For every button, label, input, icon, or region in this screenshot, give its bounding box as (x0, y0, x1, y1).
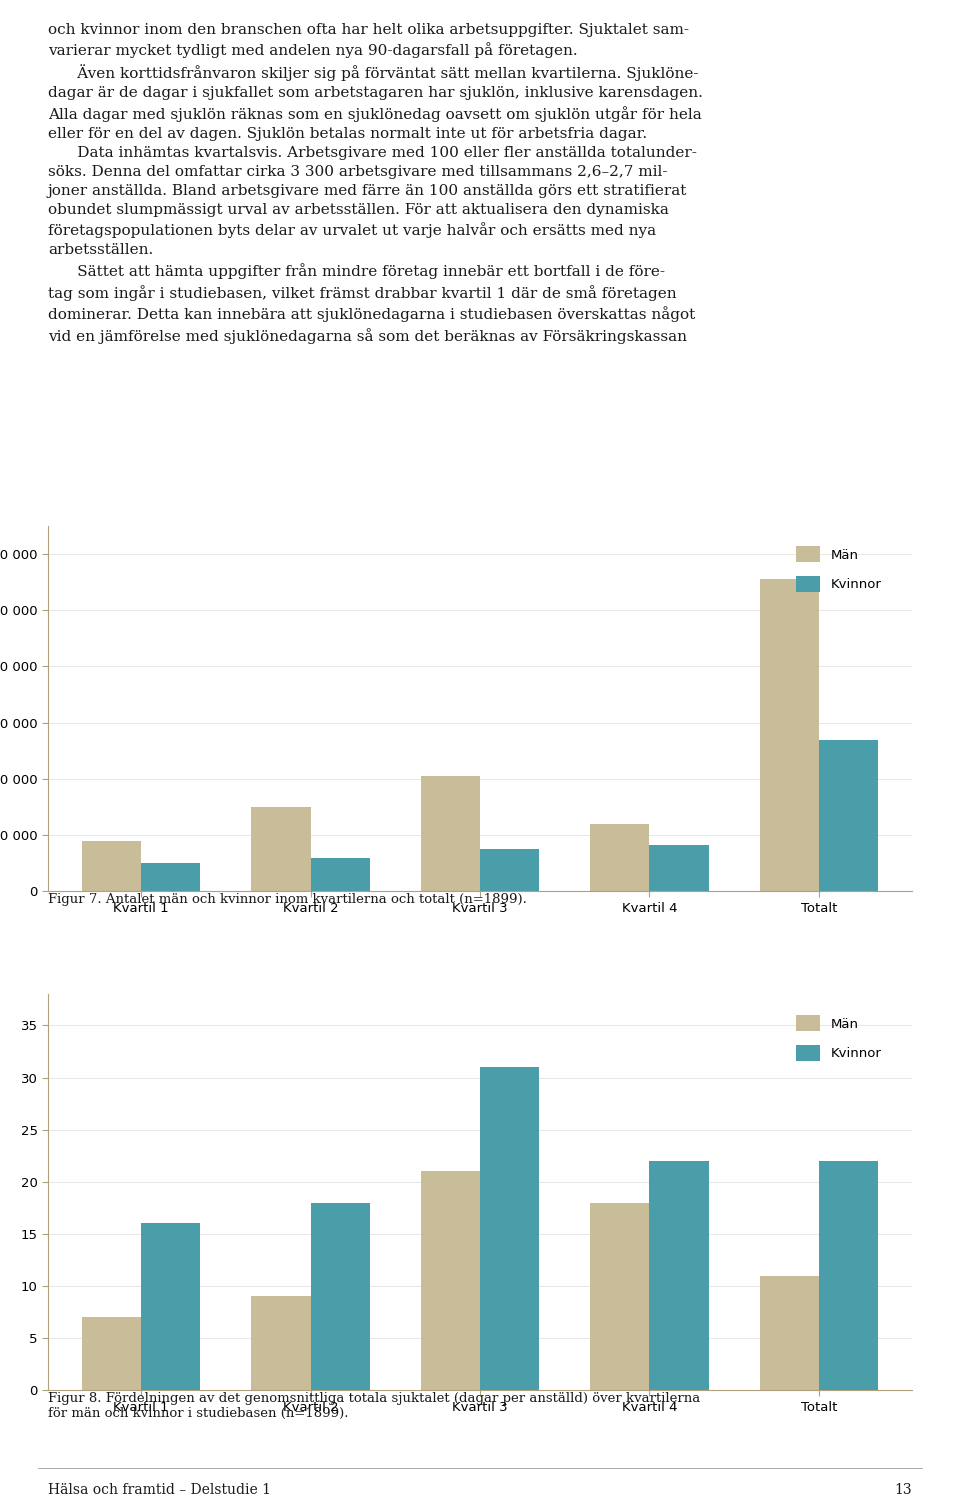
Bar (819, 1160, 878, 1390)
Bar (480, 1067, 540, 1390)
Bar (141, 863, 201, 891)
Bar (252, 1296, 311, 1390)
Bar (82, 840, 141, 891)
Bar (311, 1203, 370, 1390)
Bar (590, 823, 649, 891)
Text: Antal män och kvinnor: Antal män och kvinnor (61, 496, 281, 514)
Legend: Män, Kvinnor: Män, Kvinnor (790, 539, 888, 598)
Bar (649, 845, 708, 891)
Bar (759, 1275, 819, 1390)
Bar (252, 807, 311, 891)
Bar (420, 1171, 480, 1390)
Bar (82, 1318, 141, 1390)
Text: Figur 7. Antalet män och kvinnor inom kvartilerna och totalt (n=1899).: Figur 7. Antalet män och kvinnor inom kv… (48, 893, 527, 907)
Text: Hälsa och framtid – Delstudie 1: Hälsa och framtid – Delstudie 1 (48, 1482, 271, 1496)
Bar (590, 1203, 649, 1390)
Bar (480, 849, 540, 891)
Text: 13: 13 (895, 1482, 912, 1496)
Text: och kvinnor inom den branschen ofta har helt olika arbetsuppgifter. Sjuktalet sa: och kvinnor inom den branschen ofta har … (48, 23, 703, 345)
Text: Fördelning av genomsnittligt totalt sjuktal för män och kvinnor: Fördelning av genomsnittligt totalt sjuk… (61, 964, 673, 982)
Bar (420, 777, 480, 891)
Text: Figur 8. Fördelningen av det genomsnittliga totala sjuktalet (dagar per anställd: Figur 8. Fördelningen av det genomsnittl… (48, 1392, 700, 1420)
Bar (759, 579, 819, 891)
Legend: Män, Kvinnor: Män, Kvinnor (790, 1009, 888, 1067)
Bar (141, 1224, 201, 1390)
Bar (649, 1160, 708, 1390)
Bar (819, 739, 878, 891)
Bar (311, 858, 370, 891)
